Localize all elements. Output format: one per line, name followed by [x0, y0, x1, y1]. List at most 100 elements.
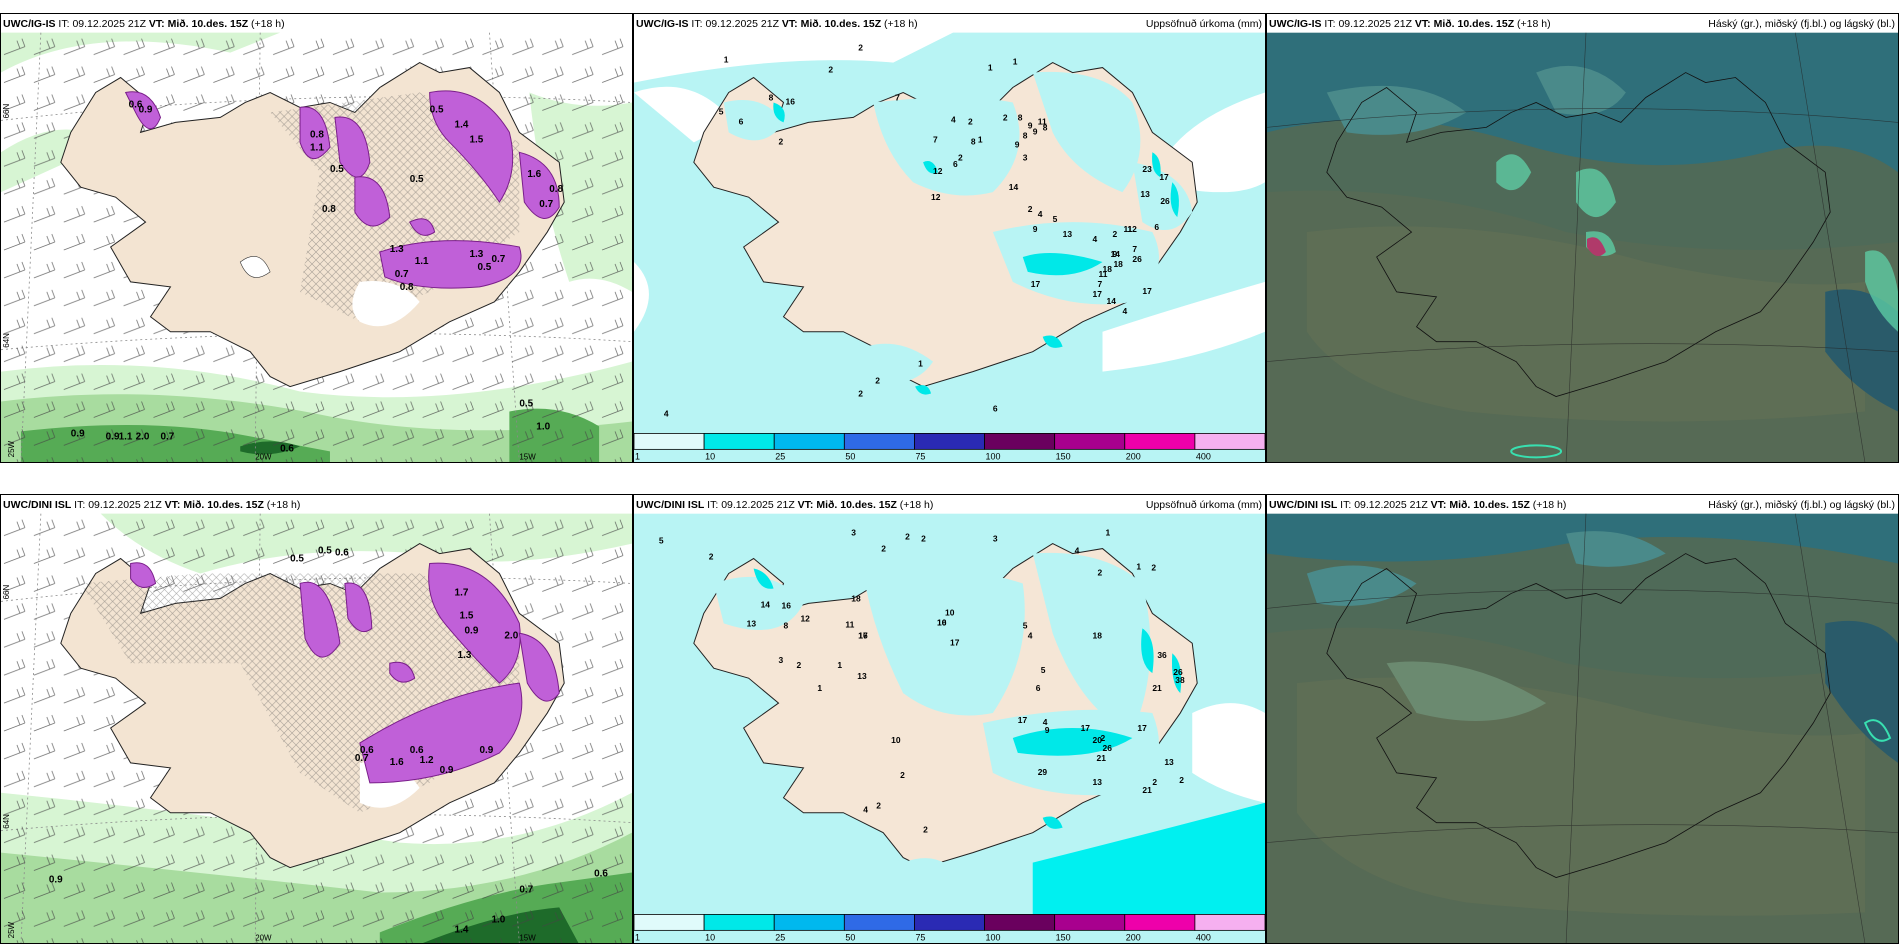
- value-label: 20: [1093, 735, 1103, 745]
- value-label: 2: [1151, 563, 1156, 573]
- value-label: 14: [1107, 296, 1117, 306]
- value-label: 5: [1053, 214, 1058, 224]
- value-label: 17: [1018, 715, 1028, 725]
- value-label: 1: [978, 134, 983, 144]
- value-label: 0.7: [355, 753, 369, 764]
- colorbar-tick: 10: [705, 932, 715, 942]
- value-label: 16: [782, 600, 792, 610]
- value-label: 17: [1142, 286, 1152, 296]
- panel-title: UWC/IG-IS IT: 09.12.2025 21Z VT: Mið. 10…: [3, 18, 285, 30]
- value-label: 0.9: [465, 625, 479, 636]
- value-label: 1.3: [458, 650, 472, 661]
- lat-label: 66N: [2, 585, 11, 600]
- value-label: 2: [875, 376, 880, 386]
- colorbar-swatch: [914, 914, 985, 931]
- value-label: 10: [891, 735, 901, 745]
- value-label: 0.6: [129, 99, 143, 110]
- value-label: 6: [953, 159, 958, 169]
- value-label: 23: [1142, 164, 1152, 174]
- value-label: 4: [664, 408, 669, 418]
- value-label: 0.8: [549, 184, 563, 195]
- colorbar-tick: 75: [915, 451, 925, 461]
- value-label: 2: [1098, 567, 1103, 577]
- colorbar-tick: 100: [986, 932, 1001, 942]
- colorbar-swatch: [773, 914, 845, 931]
- panel-variable: Háský (gr.), miðský (fj.bl.) og lágský (…: [1708, 499, 1895, 511]
- value-label: 13: [747, 618, 757, 628]
- value-label: 0.6: [335, 548, 349, 559]
- panel-dini-clouds: UWC/DINI ISL IT: 09.12.2025 21Z VT: Mið.…: [1266, 494, 1899, 944]
- lon-label: 20W: [255, 452, 272, 461]
- value-label: 36: [1157, 650, 1167, 660]
- value-label: 2: [1152, 777, 1157, 787]
- panel-title: UWC/IG-IS IT: 09.12.2025 21Z VT: Mið. 10…: [1269, 18, 1551, 30]
- value-label: 1: [918, 359, 923, 369]
- value-label: 13: [1164, 757, 1174, 767]
- colorbar-tick: 10: [705, 451, 715, 461]
- value-label: 12: [800, 613, 810, 623]
- value-label: 0.9: [139, 104, 153, 115]
- value-label: 13: [1140, 189, 1150, 199]
- value-label: 7: [933, 134, 938, 144]
- panel-title: UWC/DINI ISL IT: 09.12.2025 21Z VT: Mið.…: [3, 499, 301, 511]
- value-label: 2: [1179, 775, 1184, 785]
- value-label: 12: [1127, 224, 1137, 234]
- value-label: 13: [1093, 777, 1103, 787]
- value-label: 2.0: [504, 630, 518, 641]
- value-label: 17: [858, 630, 868, 640]
- value-label: 1: [837, 660, 842, 670]
- value-label: 3: [993, 534, 998, 544]
- value-label: 0.9: [440, 765, 454, 776]
- value-label: 1.3: [390, 244, 404, 255]
- value-label: 2: [709, 552, 714, 562]
- value-label: 0.8: [310, 129, 324, 140]
- value-label: 4: [1093, 234, 1098, 244]
- colorbar-tick: 1: [635, 932, 640, 942]
- value-label: 0.7: [519, 884, 533, 895]
- value-label: 1.0: [536, 421, 550, 432]
- value-label: 21: [1152, 683, 1162, 693]
- value-label: 18: [1103, 264, 1113, 274]
- value-label: 26: [1132, 254, 1142, 264]
- value-label: 0.5: [318, 546, 332, 557]
- value-label: 11: [1038, 116, 1047, 126]
- value-label: 2: [858, 389, 863, 399]
- colorbar-tick: 50: [845, 451, 855, 461]
- colorbar-swatch: [984, 433, 1056, 450]
- value-label: 1.3: [470, 249, 484, 260]
- value-label: 9: [1033, 126, 1038, 136]
- value-label: 10: [945, 607, 955, 617]
- colorbar-swatch: [703, 914, 775, 931]
- value-label: 2.0: [136, 431, 150, 442]
- value-label: 0.5: [330, 164, 344, 175]
- value-label: 6: [1154, 222, 1159, 232]
- value-label: 1.5: [460, 610, 474, 621]
- value-label: 16: [937, 617, 947, 627]
- value-label: 17: [1031, 279, 1041, 289]
- value-label: 3: [779, 655, 784, 665]
- value-label: 8: [1018, 112, 1023, 122]
- colorbar-swatch: [843, 914, 915, 931]
- value-label: 1.2: [420, 755, 434, 766]
- value-label: 10: [937, 617, 947, 627]
- value-label: 1.1: [310, 142, 324, 153]
- value-label: 13: [857, 671, 867, 681]
- value-label: 7: [1132, 244, 1137, 254]
- colorbar-swatch: [703, 433, 775, 450]
- value-label: 1: [1013, 57, 1018, 67]
- value-label: 4: [1028, 630, 1033, 640]
- value-label: 12: [933, 166, 943, 176]
- value-label: 8: [769, 92, 774, 102]
- panel-variable: Háský (gr.), miðský (fj.bl.) og lágský (…: [1708, 18, 1895, 30]
- panel-igis-wind-snow: UWC/IG-IS IT: 09.12.2025 21Z VT: Mið. 10…: [0, 13, 633, 463]
- panel-igis-precip: UWC/IG-IS IT: 09.12.2025 21Z VT: Mið. 10…: [633, 13, 1266, 463]
- value-label: 0.5: [430, 104, 444, 115]
- value-label: 0.9: [106, 431, 120, 442]
- colorbar-swatch: [634, 433, 705, 450]
- value-label: 0.7: [491, 254, 505, 265]
- value-label: 11: [845, 619, 854, 629]
- colorbar-swatch: [1194, 433, 1265, 450]
- value-label: 0.7: [160, 431, 174, 442]
